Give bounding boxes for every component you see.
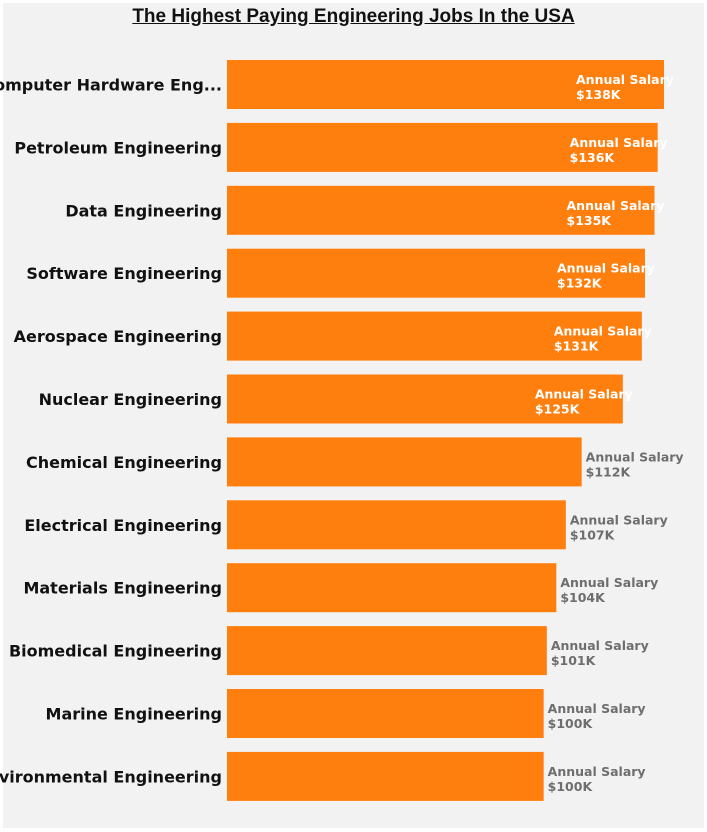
data-label-prefix: Annual Salary [570,135,668,150]
data-label-value: $104K [560,590,606,605]
data-label-value: $125K [535,402,581,417]
bar [227,311,642,361]
chart-title: The Highest Paying Engineering Jobs In t… [132,6,575,27]
category-label: Computer Hardware Eng... [0,76,222,95]
data-label-value: $100K [548,716,594,731]
data-label-prefix: Annual Salary [586,449,684,464]
bar [227,122,658,172]
bar [227,751,544,801]
data-label-value: $101K [551,653,597,668]
bar [227,185,655,235]
data-label-prefix: Annual Salary [548,764,646,779]
category-label: Data Engineering [65,201,222,220]
data-label-value: $100K [548,779,594,794]
data-label-prefix: Annual Salary [557,261,655,276]
bar [227,500,566,550]
data-label-prefix: Annual Salary [551,638,649,653]
data-label-value: $138K [576,87,622,102]
category-label: Petroleum Engineering [14,138,222,157]
category-label: Environmental Engineering [0,767,222,786]
category-label: Materials Engineering [23,579,222,598]
data-label-prefix: Annual Salary [567,198,665,213]
bar [227,626,547,676]
bar [227,60,664,109]
category-label: Chemical Engineering [26,453,222,472]
data-label-prefix: Annual Salary [535,387,633,402]
category-label: Software Engineering [26,264,222,283]
data-label-prefix: Annual Salary [554,324,652,339]
bar [227,374,623,424]
data-label-value: $131K [554,339,600,354]
data-label-prefix: Annual Salary [560,575,658,590]
data-label-value: $107K [570,527,616,542]
category-label: Nuclear Engineering [39,390,222,409]
data-label-value: $132K [557,276,603,291]
bar [227,689,544,738]
data-label-prefix: Annual Salary [576,72,674,87]
category-label: Aerospace Engineering [14,327,222,346]
data-label-value: $112K [586,464,632,479]
data-label-prefix: Annual Salary [548,701,646,716]
data-label-prefix: Annual Salary [570,512,668,527]
category-label: Electrical Engineering [24,516,222,535]
bar [227,248,645,298]
data-label-value: $136K [570,150,616,165]
bar [227,437,582,487]
data-label-value: $135K [567,213,613,228]
bar [227,563,557,613]
category-label: Marine Engineering [46,705,222,724]
category-label: Biomedical Engineering [9,642,222,661]
